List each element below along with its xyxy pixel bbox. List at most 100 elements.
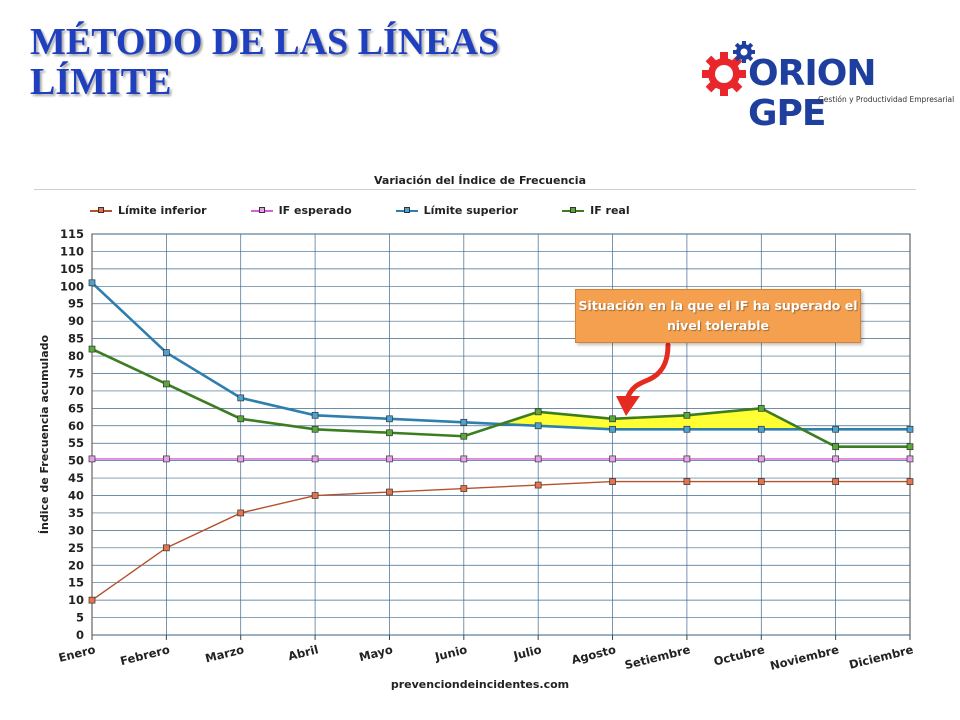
chart-title-rule xyxy=(34,189,916,190)
data-point-if-esperado xyxy=(311,455,319,463)
x-tick-label: Octubre xyxy=(712,642,766,668)
data-point-limite-inferior xyxy=(163,544,170,552)
data-point-if-real xyxy=(906,443,914,451)
data-point-limite-superior xyxy=(237,394,245,402)
x-tick-label: Setiembre xyxy=(623,642,692,672)
data-point-limite-inferior xyxy=(386,488,393,496)
y-tick-label: 100 xyxy=(60,279,84,293)
y-tick-label: 55 xyxy=(68,436,84,450)
data-point-if-real xyxy=(609,415,616,423)
slide-title-line-1: MÉTODO DE LAS LÍNEAS xyxy=(30,21,500,63)
y-tick-label: 75 xyxy=(68,366,84,380)
data-point-if-real xyxy=(163,380,170,388)
legend-item-if-esperado: IF esperado xyxy=(250,204,352,217)
data-point-if-real xyxy=(311,425,319,433)
slide-title-line-2: LÍMITE xyxy=(30,61,172,103)
y-tick-label: 15 xyxy=(68,576,84,590)
legend-swatch-if-esperado xyxy=(250,206,273,213)
data-point-if-esperado xyxy=(534,455,542,463)
legend-label-limite-inferior: Límite inferior xyxy=(118,204,207,217)
callout-arrow-icon xyxy=(624,342,671,403)
series-line-limite-inferior xyxy=(91,480,910,601)
y-tick-label: 105 xyxy=(60,262,84,276)
data-point-if-real xyxy=(534,408,542,416)
x-tick-label: Noviembre xyxy=(769,642,841,673)
data-point-if-real xyxy=(386,429,393,437)
y-tick-label: 10 xyxy=(68,593,84,607)
data-point-if-esperado xyxy=(237,455,245,463)
y-tick-label: 20 xyxy=(68,558,84,572)
data-point-limite-superior xyxy=(832,425,839,433)
x-tick-label: Mayo xyxy=(358,642,395,664)
data-point-limite-inferior xyxy=(757,478,765,485)
data-point-if-esperado xyxy=(460,455,468,463)
legend-label-if-real: IF real xyxy=(590,204,630,217)
y-tick-label: 0 xyxy=(76,628,84,642)
callout-box: Situación en la que el IF ha superado el… xyxy=(575,289,861,343)
y-tick-label: 80 xyxy=(68,349,84,363)
exceedance-area xyxy=(501,408,802,430)
data-point-if-esperado xyxy=(88,455,96,463)
slide-title: MÉTODO DE LAS LÍNEAS LÍMITE xyxy=(30,22,499,102)
x-tick-label: Febrero xyxy=(119,642,171,668)
chart-plot: 0 5 10 15 20 25 30 35 40 45 50 55 60 65 70 75 80 85 90 95 10… xyxy=(38,227,915,673)
legend-item-limite-inferior: Límite inferior xyxy=(90,204,207,217)
data-point-if-real xyxy=(832,443,839,451)
data-point-limite-superior xyxy=(609,425,616,433)
data-point-limite-superior xyxy=(88,279,96,287)
y-tick-label: 65 xyxy=(68,401,84,415)
data-point-if-esperado xyxy=(832,455,839,463)
y-tick-label: 95 xyxy=(68,297,84,311)
legend-label-if-esperado: IF esperado xyxy=(278,204,352,217)
data-point-limite-inferior xyxy=(311,492,319,499)
data-point-if-esperado xyxy=(906,455,914,463)
gears-icon xyxy=(702,41,755,96)
data-point-limite-inferior xyxy=(832,478,839,485)
y-tick-label: 30 xyxy=(68,523,84,537)
y-tick-label: 40 xyxy=(68,489,84,503)
legend-swatch-limite-superior xyxy=(395,206,418,213)
data-point-limite-superior xyxy=(534,422,542,430)
chart-title: Variación del Índice de Frecuencia xyxy=(374,174,586,187)
data-point-if-esperado xyxy=(609,455,616,463)
y-tick-label: 25 xyxy=(68,541,84,555)
y-tick-label: 50 xyxy=(68,454,84,468)
data-point-if-real xyxy=(757,404,765,412)
logo-name: ORION GPE xyxy=(748,53,876,134)
data-point-if-esperado xyxy=(163,455,170,463)
data-point-limite-superior xyxy=(906,425,914,433)
legend-swatch-limite-inferior xyxy=(90,206,112,213)
y-tick-label: 110 xyxy=(60,244,84,258)
logo-tagline: Gestión y Productividad Empresarial xyxy=(818,95,955,104)
callout-arrowhead-icon xyxy=(616,396,640,416)
legend-item-if-real: IF real xyxy=(562,204,630,217)
y-tick-label: 60 xyxy=(68,419,84,433)
data-point-limite-superior xyxy=(683,425,691,433)
y-tick-label: 5 xyxy=(76,611,84,625)
data-point-if-real xyxy=(237,415,245,423)
y-tick-label: 115 xyxy=(60,227,84,241)
y-tick-label: 45 xyxy=(68,471,84,485)
chart-source: prevenciondeincidentes.com xyxy=(390,678,570,691)
x-tick-label: Marzo xyxy=(204,642,246,665)
legend-label-limite-superior: Límite superior xyxy=(423,204,519,217)
data-point-limite-superior xyxy=(460,418,468,426)
data-point-limite-inferior xyxy=(237,509,245,517)
legend-swatch-if-real xyxy=(562,206,585,213)
x-tick-label: Diciembre xyxy=(848,642,915,672)
series-line-if-real xyxy=(91,347,910,449)
chart-legend: Límite inferior IF esperado Límite super… xyxy=(90,204,630,217)
data-point-limite-superior xyxy=(757,425,765,433)
data-point-if-real xyxy=(88,345,96,353)
data-point-limite-inferior xyxy=(534,481,542,489)
x-tick-label: Agosto xyxy=(570,642,617,667)
data-point-if-esperado xyxy=(757,455,765,463)
y-tick-label: 70 xyxy=(68,384,84,398)
data-point-if-esperado xyxy=(683,455,691,463)
data-point-limite-superior xyxy=(163,349,170,356)
orion-gpe-logo: ORION GPE Gestión y Productividad Empres… xyxy=(700,40,954,134)
x-tick-label: Abril xyxy=(287,642,320,663)
data-point-limite-inferior xyxy=(609,478,616,485)
y-tick-label: 35 xyxy=(68,506,84,520)
y-tick-label: 90 xyxy=(68,314,84,328)
